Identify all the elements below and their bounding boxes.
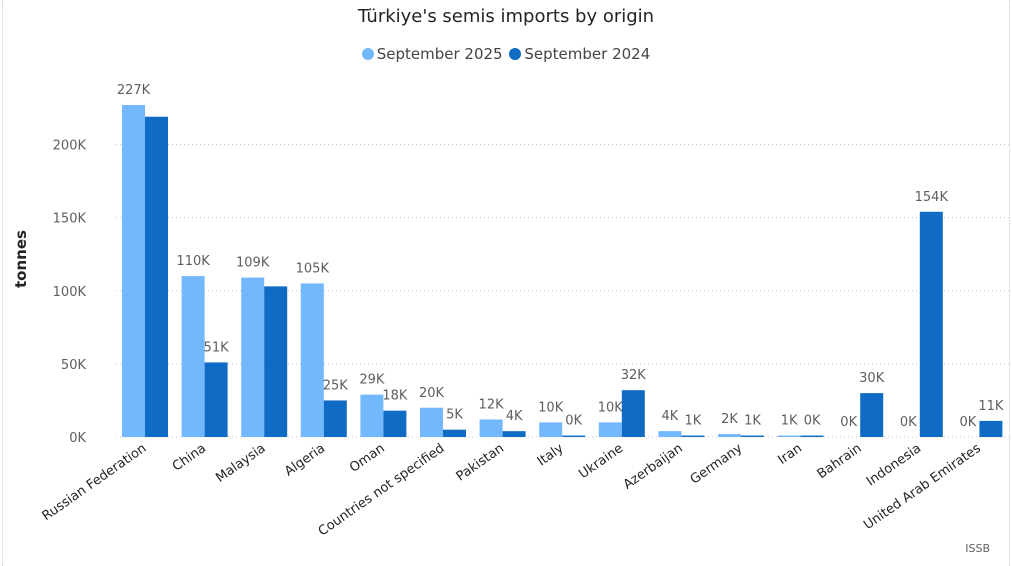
- data-label-series-0: 1K: [781, 414, 798, 429]
- data-label-series-1: 32K: [621, 368, 647, 383]
- x-tick-label: Algeria: [282, 441, 328, 479]
- bar-series-1[interactable]: [204, 362, 228, 437]
- bar-series-1[interactable]: [979, 420, 1003, 437]
- legend-label-series-1: September 2024: [524, 45, 651, 63]
- bar-series-1[interactable]: [443, 429, 466, 437]
- legend: September 2025 September 2024: [0, 45, 1012, 64]
- data-label-series-0: 29K: [359, 373, 385, 388]
- data-label-series-0: 10K: [598, 400, 624, 415]
- bar-series-0[interactable]: [479, 419, 503, 437]
- y-tick-label: 150K: [53, 212, 87, 227]
- x-tick-label: Russian Federation: [40, 441, 150, 524]
- data-label-series-1: 51K: [204, 340, 230, 355]
- x-tick-label: Pakistan: [454, 441, 507, 485]
- legend-item-series-1[interactable]: September 2024: [509, 45, 650, 63]
- legend-marker-series-1: [509, 48, 522, 60]
- bar-series-1[interactable]: [502, 431, 526, 437]
- bar-series-1[interactable]: [145, 116, 168, 438]
- bar-series-0[interactable]: [658, 431, 682, 437]
- x-tick-label: Malaysia: [213, 441, 268, 486]
- x-tick-label: United Arab Emirates: [861, 441, 984, 533]
- bar-series-1[interactable]: [919, 211, 943, 437]
- bar-series-1[interactable]: [562, 435, 586, 437]
- bar-series-0[interactable]: [360, 394, 384, 437]
- bar-series-0[interactable]: [539, 422, 563, 437]
- data-label-series-1: 30K: [859, 371, 885, 386]
- data-label-series-0: 12K: [479, 397, 505, 412]
- data-label-series-1: 0K: [565, 414, 582, 429]
- data-label-series-1: 0K: [804, 414, 821, 429]
- x-tick-label: Germany: [688, 441, 746, 488]
- x-tick-label: Ukraine: [576, 441, 626, 482]
- x-tick-label: Iran: [775, 441, 804, 468]
- data-label-series-1: 4K: [506, 409, 523, 424]
- data-label-series-1: 1K: [744, 414, 761, 429]
- bar-series-0[interactable]: [241, 277, 265, 437]
- bar-series-1[interactable]: [800, 435, 824, 437]
- data-label-series-0: 109K: [236, 256, 270, 271]
- legend-marker-series-0: [361, 48, 374, 60]
- x-tick-label: Italy: [535, 441, 567, 470]
- bar-series-1[interactable]: [383, 410, 407, 437]
- frame-left-border: [2, 0, 3, 566]
- data-label-series-0: 227K: [117, 83, 151, 98]
- data-label-series-0: 20K: [419, 386, 445, 401]
- x-tick-label: Oman: [347, 441, 388, 476]
- data-label-series-0: 110K: [176, 254, 210, 269]
- bar-series-0[interactable]: [122, 105, 145, 437]
- chart-title: Türkiye's semis imports by origin: [357, 6, 655, 27]
- data-label-series-0: 10K: [538, 400, 564, 415]
- data-label-series-0: 0K: [960, 415, 977, 430]
- data-label-series-1: 18K: [382, 389, 408, 404]
- data-label-series-1: 25K: [323, 378, 349, 393]
- bar-series-1[interactable]: [681, 435, 705, 437]
- data-label-series-1: 1K: [685, 414, 702, 429]
- bar-series-0[interactable]: [420, 407, 443, 437]
- bar-series-0[interactable]: [181, 276, 205, 437]
- data-label-series-0: 0K: [840, 415, 857, 430]
- data-label-series-1: 5K: [446, 408, 463, 423]
- legend-item-series-0[interactable]: September 2025: [361, 45, 503, 63]
- data-label-series-1: 11K: [978, 399, 1004, 414]
- y-tick-label: 50K: [61, 358, 87, 373]
- bar-series-0[interactable]: [777, 435, 801, 437]
- bar-series-1[interactable]: [621, 390, 645, 437]
- bar-series-1[interactable]: [860, 393, 884, 437]
- x-tick-label: Azerbaijan: [621, 441, 686, 493]
- frame-right-border: [1009, 0, 1010, 566]
- bar-series-0[interactable]: [718, 434, 741, 437]
- data-label-series-0: 0K: [900, 415, 917, 430]
- bar-series-1[interactable]: [264, 286, 288, 437]
- bar-series-0[interactable]: [300, 283, 324, 437]
- data-label-series-1: 154K: [915, 190, 949, 205]
- bar-series-1[interactable]: [323, 400, 347, 437]
- bar-series-0[interactable]: [598, 422, 622, 437]
- x-tick-label: China: [170, 441, 209, 475]
- source-label: ISSB: [965, 542, 990, 555]
- y-tick-label: 0K: [69, 431, 86, 446]
- x-tick-label: Bahrain: [815, 441, 865, 482]
- bar-series-1[interactable]: [741, 435, 764, 437]
- data-label-series-0: 105K: [296, 261, 330, 276]
- legend-label-series-0: September 2025: [376, 45, 503, 63]
- y-tick-label: 200K: [53, 139, 87, 154]
- y-tick-label: 100K: [53, 285, 87, 300]
- data-label-series-0: 2K: [721, 412, 738, 427]
- data-label-series-0: 4K: [662, 409, 679, 424]
